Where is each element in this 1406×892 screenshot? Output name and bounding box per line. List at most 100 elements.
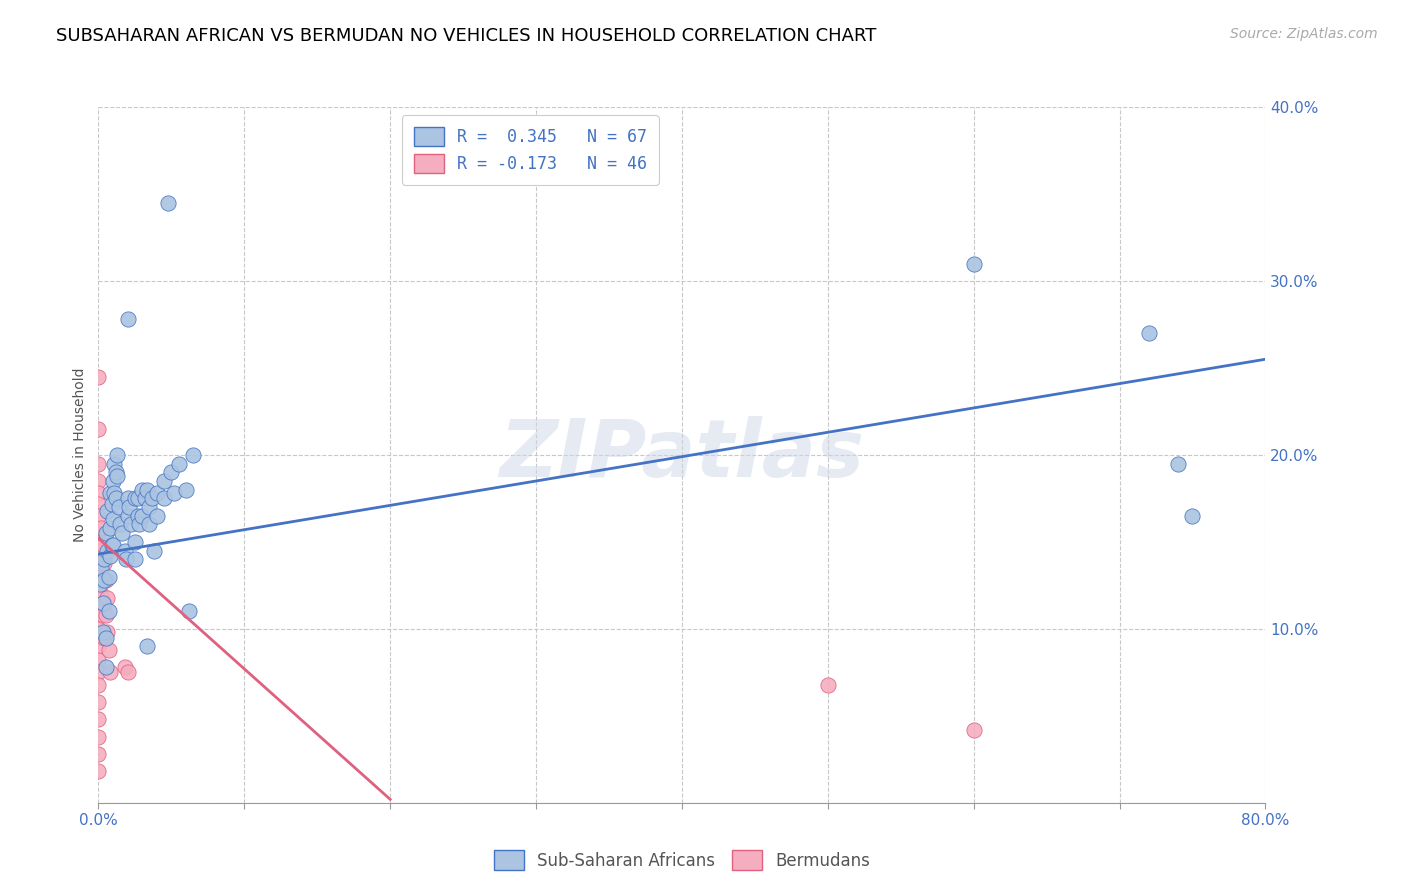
Point — [87, 591, 110, 605]
Legend: Sub-Saharan Africans, Bermudans: Sub-Saharan Africans, Bermudans — [485, 842, 879, 878]
Point — [87, 474, 110, 488]
Y-axis label: No Vehicles in Household: No Vehicles in Household — [73, 368, 87, 542]
Point — [98, 665, 121, 680]
Point — [87, 526, 110, 541]
Point — [98, 486, 121, 500]
Point — [124, 534, 146, 549]
Point — [97, 642, 120, 657]
Point — [135, 639, 157, 653]
Point — [111, 526, 134, 541]
Point — [117, 312, 139, 326]
Point — [105, 468, 128, 483]
Point — [104, 466, 127, 480]
Point — [174, 483, 197, 497]
Point — [167, 457, 190, 471]
Point — [87, 695, 110, 709]
Point — [87, 457, 110, 471]
Point — [87, 747, 110, 761]
Point — [1181, 508, 1204, 523]
Point — [160, 466, 183, 480]
Point — [89, 566, 111, 581]
Point — [89, 576, 111, 591]
Point — [91, 607, 114, 622]
Point — [114, 660, 136, 674]
Point — [127, 508, 149, 523]
Point — [97, 605, 120, 619]
Point — [93, 556, 115, 570]
Point — [93, 552, 115, 566]
Point — [962, 723, 984, 737]
Point — [93, 573, 115, 587]
Point — [94, 631, 117, 645]
Point — [101, 538, 124, 552]
Point — [87, 508, 110, 523]
Point — [87, 764, 110, 779]
Point — [108, 500, 131, 514]
Point — [87, 538, 110, 552]
Point — [100, 497, 122, 511]
Point — [89, 591, 111, 605]
Point — [117, 665, 139, 680]
Point — [105, 448, 128, 462]
Point — [91, 538, 114, 552]
Point — [1137, 326, 1160, 340]
Point — [177, 605, 200, 619]
Point — [90, 521, 112, 535]
Point — [124, 491, 146, 506]
Point — [94, 607, 117, 622]
Point — [96, 625, 118, 640]
Point — [97, 570, 120, 584]
Point — [134, 491, 156, 506]
Point — [87, 653, 110, 667]
Point — [101, 512, 124, 526]
Point — [146, 486, 169, 500]
Point — [87, 605, 110, 619]
Point — [91, 625, 114, 640]
Point — [90, 556, 112, 570]
Point — [128, 517, 150, 532]
Point — [94, 660, 117, 674]
Point — [87, 730, 110, 744]
Point — [87, 578, 110, 592]
Point — [104, 491, 127, 506]
Point — [87, 665, 110, 680]
Point — [138, 517, 160, 532]
Point — [90, 561, 112, 575]
Point — [87, 369, 110, 384]
Point — [962, 256, 984, 270]
Point — [87, 712, 110, 726]
Point — [100, 538, 122, 552]
Text: ZIPatlas: ZIPatlas — [499, 416, 865, 494]
Point — [87, 622, 110, 636]
Point — [101, 474, 124, 488]
Point — [131, 508, 153, 523]
Point — [138, 500, 160, 514]
Point — [1167, 457, 1189, 471]
Point — [98, 549, 121, 563]
Point — [94, 526, 117, 541]
Point — [93, 596, 115, 610]
Text: Source: ZipAtlas.com: Source: ZipAtlas.com — [1230, 27, 1378, 41]
Point — [142, 543, 165, 558]
Point — [87, 422, 110, 436]
Point — [114, 543, 136, 558]
Point — [90, 587, 112, 601]
Point — [127, 491, 149, 506]
Point — [153, 491, 176, 506]
Point — [91, 596, 114, 610]
Point — [94, 573, 117, 587]
Point — [98, 521, 121, 535]
Point — [87, 549, 110, 563]
Point — [181, 448, 204, 462]
Point — [117, 491, 139, 506]
Point — [131, 483, 153, 497]
Point — [135, 483, 157, 497]
Point — [91, 573, 114, 587]
Point — [115, 552, 138, 566]
Point — [120, 517, 142, 532]
Text: SUBSAHARAN AFRICAN VS BERMUDAN NO VEHICLES IN HOUSEHOLD CORRELATION CHART: SUBSAHARAN AFRICAN VS BERMUDAN NO VEHICL… — [56, 27, 876, 45]
Point — [87, 561, 110, 575]
Point — [96, 543, 118, 558]
Point — [146, 508, 169, 523]
Point — [110, 517, 132, 532]
